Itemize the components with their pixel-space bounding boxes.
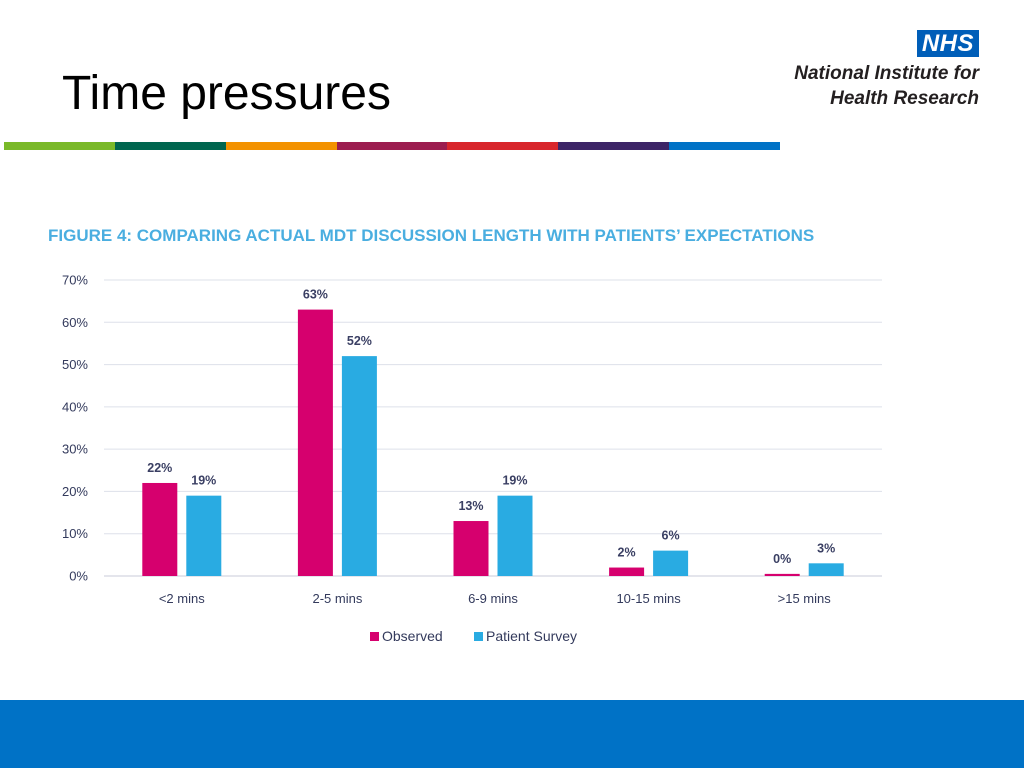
data-label: 0% [773,552,791,566]
x-category-label: 2-5 mins [312,591,362,606]
bar-observed [297,309,333,576]
bar-patient-survey [186,495,222,576]
x-axis-categories: <2 mins 2-5 mins 6-9 mins 10-15 mins >15 min… [159,591,831,606]
color-stripe [4,142,781,150]
data-label: 19% [191,474,216,488]
data-label: 3% [817,541,835,555]
stripe-segment [669,142,781,150]
bar-patient-survey [808,563,844,576]
legend-label: Patient Survey [486,628,577,644]
chart-legend: Observed Patient Survey [370,628,577,644]
stripe-segment [4,142,115,150]
stripe-segment [225,142,337,150]
footer-band [0,700,1024,768]
y-tick-label: 10% [62,526,88,541]
bar-observed [142,482,178,576]
legend-swatch [474,632,483,641]
data-label: 22% [147,461,172,475]
chart-bars [142,309,844,576]
stripe-segment [336,142,448,150]
x-category-label: 10-15 mins [616,591,681,606]
data-label: 13% [458,499,483,513]
legend-label: Observed [382,628,443,644]
bar-patient-survey [341,356,377,576]
y-tick-label: 50% [62,357,88,372]
bar-chart: FIGURE 4: COMPARING ACTUAL MDT DISCUSSIO… [48,226,882,644]
data-label: 6% [662,529,680,543]
nihr-logo: NHS National Institute for Health Resear… [794,30,979,111]
logo-line-2: Health Research [830,88,979,109]
stripe-segment [447,142,559,150]
x-category-label: 6-9 mins [468,591,518,606]
stripe-segment [114,142,226,150]
logo-line-1: National Institute for [794,63,979,84]
x-category-label: >15 mins [778,591,832,606]
y-tick-label: 30% [62,442,88,457]
nhs-badge: NHS [916,30,979,57]
data-label: 52% [347,334,372,348]
chart-gridlines [104,279,882,577]
bar-patient-survey [653,550,689,576]
y-tick-label: 40% [62,399,88,414]
bar-observed [609,567,645,576]
y-tick-label: 70% [62,273,88,288]
y-tick-label: 0% [69,569,88,584]
y-tick-label: 20% [62,484,88,499]
data-label: 2% [618,546,636,560]
data-labels: 22% 19% 63% 52% 13% 19% 2% 6% 0% 3% [147,288,835,566]
x-category-label: <2 mins [159,591,205,606]
bar-observed [453,521,489,576]
page-title: Time pressures [62,67,391,120]
bar-observed [764,573,800,576]
data-label: 19% [502,474,527,488]
y-tick-label: 60% [62,315,88,330]
stripe-segment [558,142,670,150]
y-axis-ticks: 0% 10% 20% 30% 40% 50% 60% 70% [62,273,88,584]
data-label: 63% [303,288,328,302]
bar-patient-survey [497,495,533,576]
chart-title: FIGURE 4: COMPARING ACTUAL MDT DISCUSSIO… [48,226,814,245]
legend-swatch [370,632,379,641]
